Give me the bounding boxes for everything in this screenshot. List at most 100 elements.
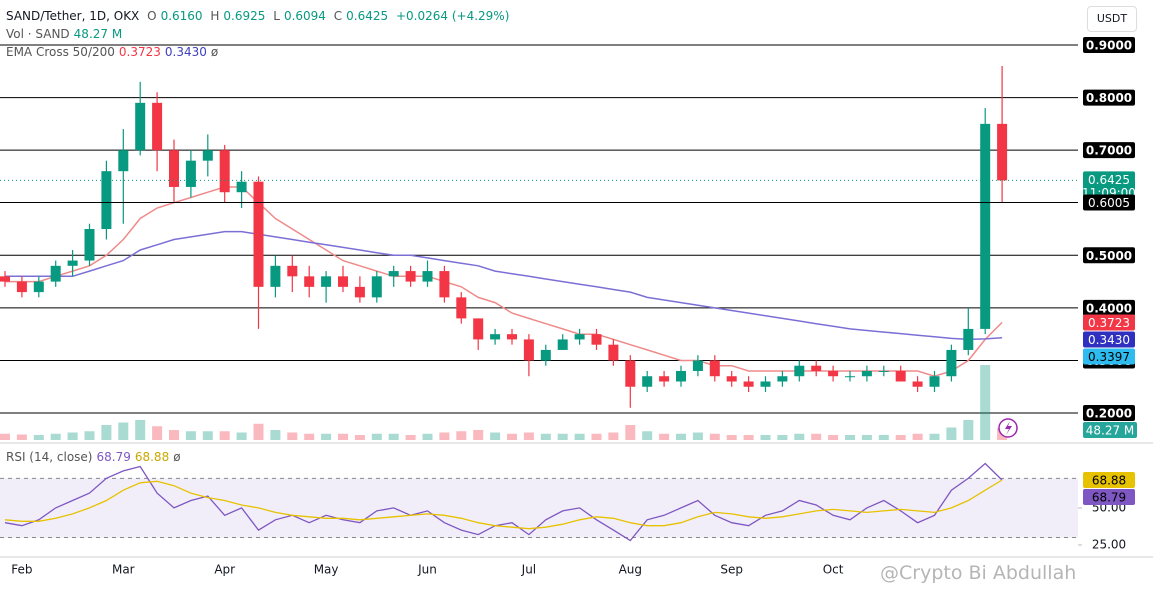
ohlc-key: H [210, 9, 220, 23]
ohlc-key: L [273, 9, 280, 23]
candle-body [338, 276, 348, 287]
candle-body [67, 260, 78, 266]
volume-bar [152, 426, 163, 440]
current-price-box [1083, 171, 1135, 202]
volume-bar [659, 433, 670, 440]
current-price-label: 0.6425 [1088, 173, 1130, 187]
volume-bar [67, 432, 78, 440]
candle-body [540, 349, 551, 361]
volume-bar [371, 433, 382, 440]
volume-bar [84, 431, 95, 440]
candle-body [929, 376, 940, 387]
volume-label: Vol · SAND [6, 27, 70, 41]
volume-bar [946, 427, 957, 440]
volume-bar [101, 425, 112, 440]
candle-body [422, 271, 433, 282]
price-label: 0.6005 [1088, 196, 1130, 210]
y-tick-label: 0.4000 [1086, 301, 1132, 315]
candle-body [33, 281, 44, 293]
volume-bar [304, 433, 315, 440]
volume-bar [963, 420, 974, 440]
candle-body [473, 318, 484, 340]
volume-bar [625, 425, 636, 440]
candle-body [439, 271, 450, 298]
candle-body [726, 376, 737, 382]
candle-body [388, 271, 399, 277]
volume-bar [236, 432, 247, 440]
candle-body [760, 381, 771, 387]
volume-bar [354, 435, 365, 440]
volume-bar [169, 430, 179, 440]
candle-body [101, 171, 112, 230]
volume-bar [912, 433, 923, 440]
y-tick-label: 0.2000 [1086, 407, 1132, 421]
volume-bar [591, 433, 602, 440]
volume-bar [456, 431, 467, 440]
y-tick-box [1083, 37, 1135, 54]
volume-bar [929, 433, 940, 440]
candle-body [676, 370, 686, 382]
volume-bar [253, 423, 264, 440]
ohlc-value: 0.6425 [346, 9, 389, 23]
ohlc-key: C [333, 9, 343, 23]
volume-bar [135, 420, 146, 440]
ohlc-key: O [147, 9, 157, 23]
candle-body [777, 376, 788, 382]
volume-bar [642, 431, 653, 440]
volume-bar [388, 433, 399, 440]
candle-body [84, 229, 95, 261]
x-tick-label: Mar [112, 563, 135, 577]
volume-bar [878, 435, 889, 440]
price-label: 0.3430 [1088, 333, 1130, 347]
volume-bar [895, 435, 906, 440]
candle-body [794, 365, 805, 377]
ohlc-value: 0.6094 [283, 9, 326, 23]
y-tick-box [1083, 247, 1135, 264]
rsi-legend: RSI (14, close) 68.79 68.88 ø [6, 450, 185, 464]
y-tick-label: 0.8000 [1086, 91, 1132, 105]
volume-bar [608, 432, 619, 440]
candle-body [16, 281, 27, 293]
candle-body [152, 102, 163, 151]
candle-body [963, 328, 974, 350]
rsi-line [4, 479, 1003, 530]
currency-button[interactable]: USDT [1087, 6, 1137, 32]
candle-body [625, 360, 636, 387]
volume-bar [676, 433, 686, 440]
candle-body [895, 370, 906, 382]
candle-body [321, 276, 332, 287]
volume-bar [861, 435, 872, 440]
x-tick-label: Oct [823, 563, 844, 577]
y-tick-box [1083, 405, 1135, 422]
candle-body [202, 150, 213, 161]
candle-body [253, 181, 264, 287]
rsi-ma-value: 68.88 [134, 450, 170, 464]
volume-bar [185, 431, 196, 440]
y-tick-box [1083, 89, 1135, 106]
y-tick-box [1083, 299, 1135, 316]
candle-body [523, 339, 534, 361]
candle-body [591, 334, 602, 345]
symbol-legend: SAND/Tether, 1D, OKX O 0.6160 H 0.6925 L 0.… [6, 9, 513, 23]
ema-extra: ø [210, 45, 219, 59]
volume-bar [507, 433, 517, 440]
rsi-tick-label: 25.00 [1092, 537, 1126, 551]
y-tick-label: 0.5000 [1086, 249, 1132, 263]
ema-legend: EMA Cross 50/200 0.3723 0.3430 ø [6, 45, 222, 59]
volume-bar [422, 433, 433, 440]
candle-body [828, 370, 839, 377]
candle-body [371, 276, 382, 298]
watermark: @Crypto Bi Abdullah [880, 562, 1077, 584]
ohlc-value: 0.6925 [223, 9, 266, 23]
rsi-value-box [1083, 471, 1135, 488]
candle-body [169, 150, 179, 187]
candle-body [304, 276, 315, 287]
rsi-band [0, 478, 1078, 538]
volume-bar [777, 435, 788, 440]
candle-body [490, 334, 501, 340]
rsi-line [4, 462, 1003, 542]
candle-body [118, 150, 129, 172]
candle-body [236, 181, 247, 193]
x-tick-label: Apr [214, 563, 235, 577]
candle-body [912, 381, 923, 387]
